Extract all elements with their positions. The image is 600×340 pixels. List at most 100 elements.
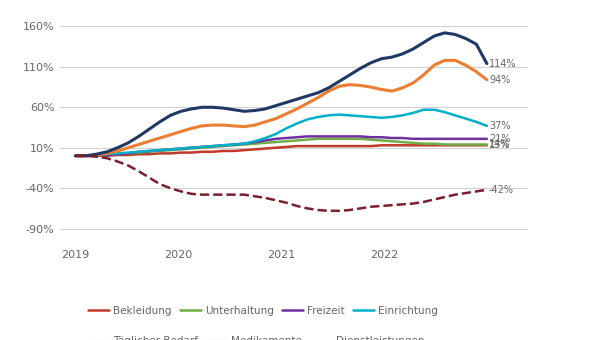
Einrichtung <box>462 117 469 121</box>
Medikamente <box>409 47 416 51</box>
Unterhaltung <box>367 138 374 142</box>
Täglicher Bedarf <box>420 73 427 77</box>
Täglicher Bedarf <box>82 154 89 158</box>
Dienstleistungen <box>167 186 174 190</box>
Freizeit <box>473 137 480 141</box>
Medikamente <box>462 36 469 40</box>
Freizeit <box>483 137 490 141</box>
Bekleidung <box>241 148 248 152</box>
Bekleidung <box>135 152 142 156</box>
Dienstleistungen <box>304 206 311 210</box>
Dienstleistungen <box>283 201 290 205</box>
Bekleidung <box>272 146 280 150</box>
Dienstleistungen <box>146 176 153 180</box>
Täglicher Bedarf <box>388 89 395 93</box>
Einrichtung <box>178 147 185 151</box>
Unterhaltung <box>199 146 206 150</box>
Einrichtung <box>388 115 395 119</box>
Medikamente <box>241 109 248 113</box>
Unterhaltung <box>378 138 385 142</box>
Line: Einrichtung: Einrichtung <box>76 110 487 156</box>
Dienstleistungen <box>156 182 163 186</box>
Medikamente <box>167 113 174 117</box>
Bekleidung <box>209 150 216 154</box>
Einrichtung <box>156 148 163 152</box>
Freizeit <box>314 134 322 138</box>
Unterhaltung <box>483 142 490 147</box>
Täglicher Bedarf <box>283 112 290 116</box>
Täglicher Bedarf <box>241 125 248 129</box>
Medikamente <box>156 120 163 124</box>
Freizeit <box>188 146 195 150</box>
Dienstleistungen <box>103 156 110 160</box>
Bekleidung <box>409 143 416 147</box>
Medikamente <box>114 146 121 150</box>
Dienstleistungen <box>356 206 364 210</box>
Unterhaltung <box>125 151 132 155</box>
Medikamente <box>346 73 353 77</box>
Medikamente <box>283 100 290 104</box>
Täglicher Bedarf <box>220 123 227 127</box>
Medikamente <box>178 109 185 113</box>
Medikamente <box>314 91 322 95</box>
Dienstleistungen <box>241 192 248 197</box>
Medikamente <box>473 42 480 46</box>
Täglicher Bedarf <box>293 107 301 111</box>
Dienstleistungen <box>452 192 459 197</box>
Dienstleistungen <box>188 192 195 196</box>
Bekleidung <box>431 143 438 147</box>
Einrichtung <box>473 120 480 124</box>
Unterhaltung <box>178 147 185 151</box>
Täglicher Bedarf <box>452 58 459 63</box>
Freizeit <box>209 144 216 148</box>
Medikamente <box>293 97 301 101</box>
Einrichtung <box>378 116 385 120</box>
Unterhaltung <box>356 137 364 141</box>
Täglicher Bedarf <box>367 85 374 89</box>
Einrichtung <box>367 115 374 119</box>
Dienstleistungen <box>272 198 280 202</box>
Freizeit <box>251 140 259 144</box>
Freizeit <box>346 134 353 138</box>
Freizeit <box>420 137 427 141</box>
Freizeit <box>367 135 374 139</box>
Bekleidung <box>199 150 206 154</box>
Unterhaltung <box>420 142 427 146</box>
Einrichtung <box>304 117 311 121</box>
Täglicher Bedarf <box>125 146 132 150</box>
Medikamente <box>304 94 311 98</box>
Freizeit <box>220 143 227 147</box>
Bekleidung <box>325 144 332 148</box>
Bekleidung <box>388 143 395 147</box>
Täglicher Bedarf <box>304 101 311 105</box>
Text: -42%: -42% <box>489 185 514 195</box>
Unterhaltung <box>72 154 79 158</box>
Freizeit <box>93 154 100 158</box>
Dienstleistungen <box>251 194 259 198</box>
Medikamente <box>262 107 269 111</box>
Einrichtung <box>82 154 89 158</box>
Dienstleistungen <box>293 204 301 208</box>
Täglicher Bedarf <box>356 83 364 87</box>
Bekleidung <box>114 153 121 157</box>
Dienstleistungen <box>399 202 406 206</box>
Freizeit <box>272 137 280 141</box>
Legend: Täglicher Bedarf, Medikamente, Dienstleistungen: Täglicher Bedarf, Medikamente, Dienstlei… <box>84 332 428 340</box>
Dienstleistungen <box>431 198 438 202</box>
Dienstleistungen <box>473 189 480 193</box>
Medikamente <box>220 106 227 110</box>
Unterhaltung <box>156 149 163 153</box>
Medikamente <box>272 104 280 108</box>
Unterhaltung <box>262 141 269 145</box>
Text: 14%: 14% <box>489 139 510 150</box>
Freizeit <box>304 134 311 138</box>
Täglicher Bedarf <box>409 81 416 85</box>
Täglicher Bedarf <box>72 154 79 158</box>
Medikamente <box>251 108 259 113</box>
Medikamente <box>431 34 438 38</box>
Dienstleistungen <box>93 155 100 159</box>
Einrichtung <box>209 144 216 148</box>
Dienstleistungen <box>135 169 142 173</box>
Bekleidung <box>220 149 227 153</box>
Freizeit <box>103 153 110 157</box>
